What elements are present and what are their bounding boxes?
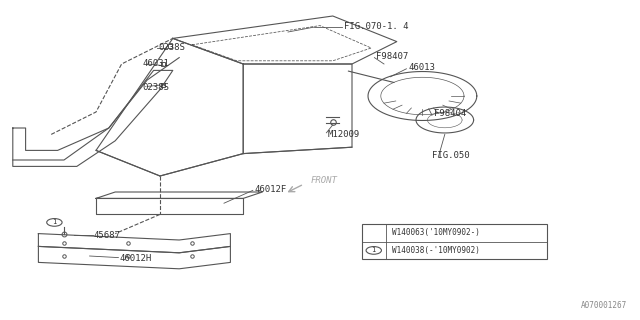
- Text: 0238S: 0238S: [158, 43, 185, 52]
- Text: FIG.050: FIG.050: [432, 151, 470, 160]
- Text: FIG.070-1. 4: FIG.070-1. 4: [344, 22, 408, 31]
- Text: 1: 1: [52, 220, 56, 225]
- Text: W140063('10MY0902-): W140063('10MY0902-): [392, 228, 480, 237]
- Text: 46012H: 46012H: [120, 254, 152, 263]
- Text: A070001267: A070001267: [581, 301, 627, 310]
- Text: 46012F: 46012F: [254, 185, 286, 194]
- Text: M12009: M12009: [328, 130, 360, 139]
- Text: 1: 1: [372, 247, 376, 253]
- Text: F98407: F98407: [376, 52, 408, 60]
- Text: F98404: F98404: [434, 109, 466, 118]
- Text: 0238S: 0238S: [142, 83, 169, 92]
- Text: 46013: 46013: [408, 63, 435, 72]
- Text: FRONT: FRONT: [310, 176, 337, 185]
- Text: W140038(-'10MY0902): W140038(-'10MY0902): [392, 246, 480, 255]
- Text: 46031: 46031: [142, 59, 169, 68]
- Text: 45687: 45687: [93, 231, 120, 240]
